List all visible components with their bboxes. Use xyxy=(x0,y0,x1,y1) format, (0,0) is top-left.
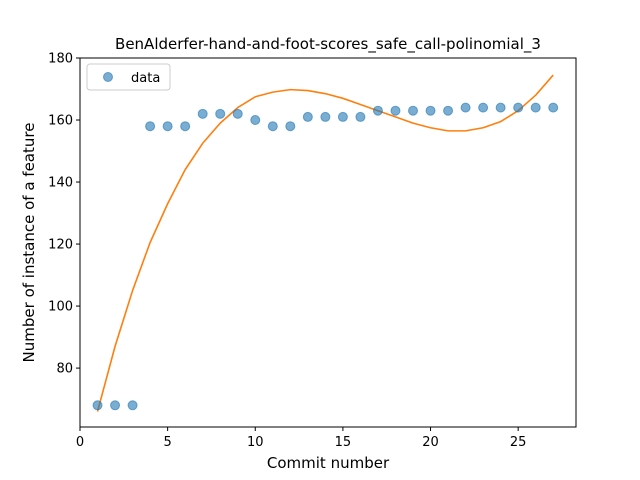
data-point xyxy=(548,102,559,113)
data-point xyxy=(302,111,313,122)
y-tick-label: 120 xyxy=(48,238,73,253)
data-point xyxy=(180,121,191,132)
data-point xyxy=(513,102,524,113)
data-point xyxy=(110,400,121,411)
y-tick-label: 180 xyxy=(48,52,73,67)
data-point xyxy=(320,111,331,122)
data-point xyxy=(92,400,103,411)
x-tick-label: 25 xyxy=(510,435,527,450)
data-point xyxy=(285,121,296,132)
legend-label-data: data xyxy=(131,71,160,86)
data-point xyxy=(390,105,401,116)
y-tick-label: 80 xyxy=(56,362,73,377)
fit-line xyxy=(96,74,554,412)
x-tick-label: 20 xyxy=(422,435,439,450)
x-axis-ticks: 0 5 10 15 20 25 xyxy=(76,427,527,450)
data-point xyxy=(355,111,366,122)
data-point xyxy=(337,111,348,122)
data-point xyxy=(215,108,226,119)
x-axis-label: Commit number xyxy=(267,454,390,472)
data-points-series xyxy=(92,102,559,411)
plot-frame xyxy=(79,57,577,428)
data-point xyxy=(530,102,541,113)
x-tick-label: 5 xyxy=(163,435,171,450)
y-tick-label: 140 xyxy=(48,176,73,191)
data-point xyxy=(372,105,383,116)
data-point xyxy=(127,400,138,411)
y-axis-ticks: 80 100 120 140 160 180 xyxy=(48,52,80,377)
data-point xyxy=(267,121,278,132)
data-point xyxy=(425,105,436,116)
data-point xyxy=(197,108,208,119)
legend: data xyxy=(86,63,171,91)
legend-marker-data xyxy=(103,72,113,82)
y-tick-label: 100 xyxy=(48,300,73,315)
fit-line-series xyxy=(96,74,554,412)
data-point xyxy=(232,108,243,119)
x-tick-label: 0 xyxy=(76,435,84,450)
y-tick-label: 160 xyxy=(48,114,73,129)
data-point xyxy=(495,102,506,113)
legend-box xyxy=(86,63,171,91)
y-axis-label: Number of instance of a feature xyxy=(20,123,38,363)
x-tick-label: 15 xyxy=(335,435,352,450)
data-point xyxy=(408,105,418,116)
data-point xyxy=(162,121,173,132)
data-point xyxy=(145,121,156,132)
data-point xyxy=(478,102,489,113)
chart-title: BenAlderfer-hand-and-foot-scores_safe_ca… xyxy=(115,35,541,54)
data-point xyxy=(460,102,471,113)
data-point xyxy=(250,115,261,126)
x-tick-label: 10 xyxy=(247,435,264,450)
data-point xyxy=(443,105,454,116)
